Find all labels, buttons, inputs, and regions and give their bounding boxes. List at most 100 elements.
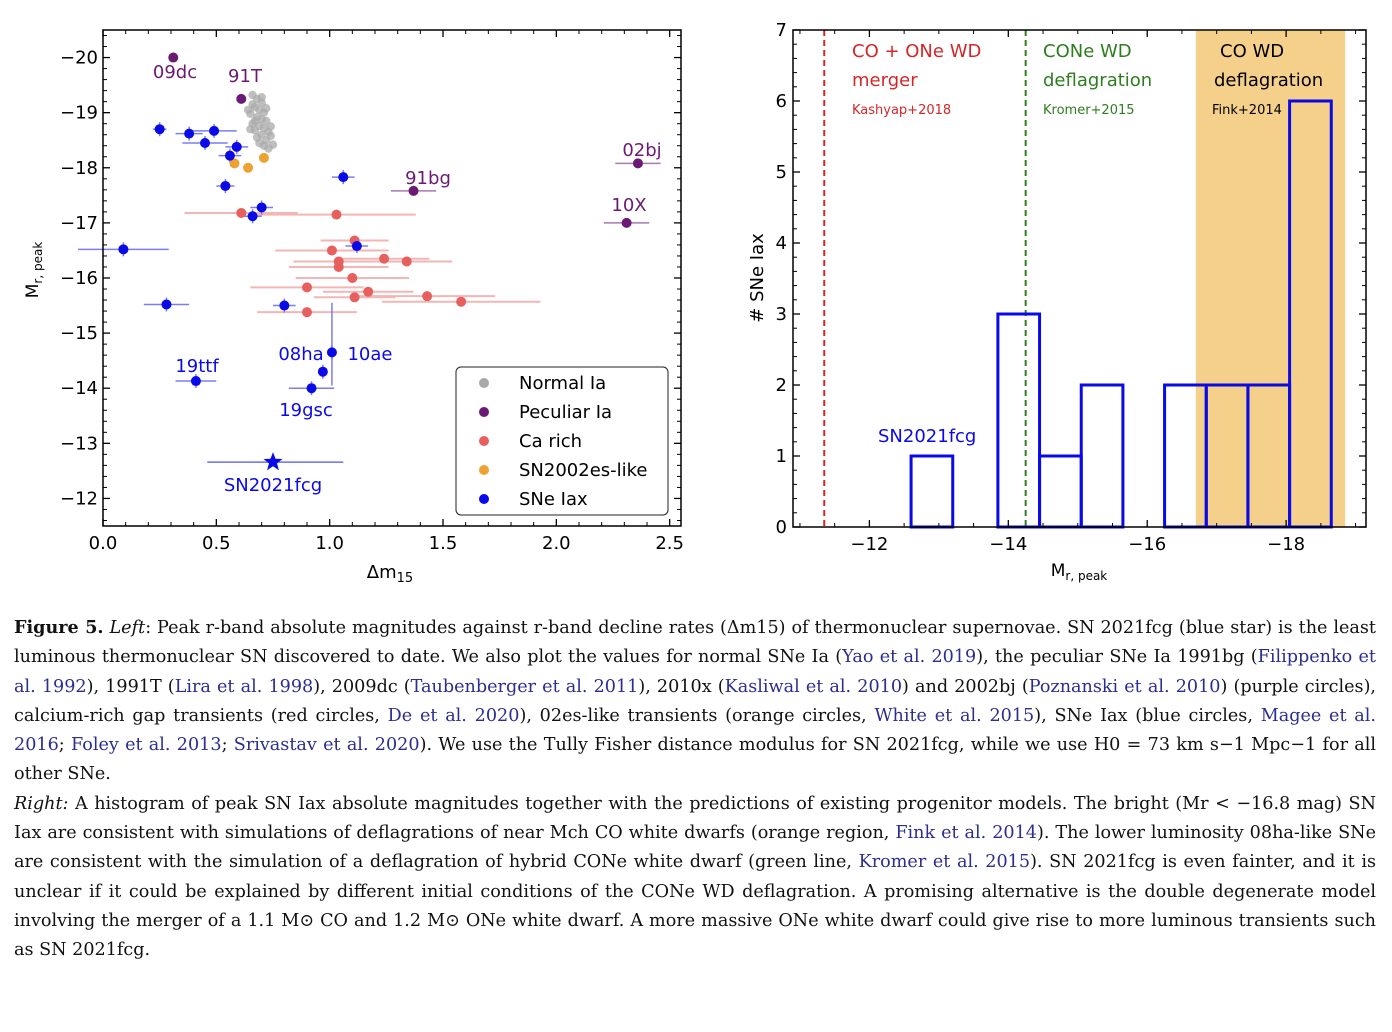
sne-iax-point — [279, 300, 290, 311]
y-tick-label: 1 — [776, 446, 787, 467]
sne-iax-point — [154, 124, 165, 135]
y-tick-label: 2 — [776, 375, 787, 396]
caption-text: ) (purple circles), calcium-rich gap tra… — [14, 676, 1377, 726]
normal-ia-point — [268, 140, 278, 149]
caption-text: ), 2009dc ( — [313, 676, 411, 697]
y-tick-label: −13 — [60, 433, 98, 454]
co-wd-region — [1195, 30, 1346, 527]
cite-magee[interactable]: Magee et al. 2016 — [14, 705, 1377, 756]
cite-srivastav[interactable]: Srivastav et al. 2020 — [233, 735, 420, 756]
label-19ttf: 19ttf — [175, 356, 219, 377]
legend-label: SNe Iax — [519, 489, 588, 510]
x-tick-label: 0.5 — [202, 533, 231, 554]
caption-text: ). SN 2021fcg is even fainter, and it is… — [14, 852, 1376, 961]
x-tick-label: 0.0 — [89, 533, 118, 554]
y-tick-label: −15 — [60, 323, 98, 344]
legend-marker — [479, 378, 489, 388]
normal-ia-point — [243, 105, 253, 115]
ca-rich-point — [333, 261, 344, 272]
cite-kasliwal[interactable]: Kasliwal et al. 2010 — [724, 676, 903, 697]
cone-label-line2: deflagration — [1043, 70, 1152, 91]
right-xlabel: Mr, peak — [1051, 561, 1108, 583]
sne-iax-point — [231, 141, 242, 152]
y-tick-label: 3 — [776, 304, 787, 325]
y-tick-label: −16 — [60, 268, 98, 289]
legend-marker — [479, 407, 489, 417]
left-xlabel: Δm15 — [367, 562, 413, 586]
caption-text: ), 2010x ( — [638, 676, 725, 697]
ca-rich-point — [422, 291, 433, 302]
cone-ref: Kromer+2015 — [1043, 103, 1135, 118]
merger-label-line1: CO + ONe WD — [852, 41, 981, 62]
sn2002es-like-point — [243, 162, 254, 173]
normal-ia-point — [250, 116, 260, 126]
sne-iax-point — [200, 137, 210, 148]
peculiar-ia-point — [168, 52, 179, 63]
x-tick-label: 1.5 — [429, 533, 458, 554]
histogram-bin — [996, 312, 1042, 529]
ca-rich-point — [349, 292, 360, 303]
ca-rich-point — [331, 209, 342, 220]
sne-iax-point — [338, 172, 349, 183]
y-tick-label: 5 — [776, 162, 787, 183]
cite-kromer[interactable]: Kromer et al. 2015 — [858, 852, 1031, 873]
y-tick-label: 7 — [776, 20, 787, 41]
cowd-label-line2: deflagration — [1214, 70, 1323, 91]
sne-iax-point — [256, 202, 267, 213]
y-tick-label: −20 — [60, 48, 98, 69]
caption-text: ), SNe Iax (blue circles, — [1034, 705, 1261, 726]
y-tick-label: −18 — [60, 158, 98, 179]
label-sn2021fcg: SN2021fcg — [224, 475, 322, 496]
histogram-bin — [909, 454, 955, 529]
histogram-bin — [1079, 383, 1125, 529]
cite-foley[interactable]: Foley et al. 2013 — [70, 735, 222, 756]
sn2002es-like-point — [258, 152, 269, 163]
ca-rich-point — [302, 282, 312, 293]
figure-5: 0.0 0.5 1.0 1.5 2.0 2.5−20−19−18−17−16−15−14−… — [23, 20, 1367, 586]
cite-fink[interactable]: Fink et al. 2014 — [895, 823, 1037, 844]
cone-label-line1: CONe WD — [1043, 41, 1132, 62]
cite-poznanski[interactable]: Poznanski et al. 2010 — [1028, 676, 1221, 697]
cite-filippenko[interactable]: Filippenko et al. 1992 — [14, 647, 1377, 697]
y-tick-label: −17 — [60, 213, 98, 234]
figure-number: Figure 5. — [14, 617, 104, 638]
normal-ia-point — [266, 131, 275, 141]
label-19gsc: 19gsc — [279, 400, 333, 421]
caption-text: ; — [58, 735, 71, 756]
x-tick-label: 1.0 — [315, 533, 344, 554]
caption-text: ). The lower luminosity 08ha-like SNe ar… — [14, 823, 1376, 873]
ca-rich-point — [401, 256, 412, 267]
right-ylabel: # SNe Iax — [747, 233, 768, 323]
y-tick-label: −12 — [60, 488, 98, 509]
sn2021fcg-star-point — [263, 452, 283, 471]
figure-caption: Figure 5. Left: Peak r-band absolute mag… — [14, 613, 1376, 966]
ca-rich-point — [347, 273, 358, 283]
cite-taubenberger[interactable]: Taubenberger et al. 2011 — [410, 676, 639, 697]
sne-iax-point — [209, 125, 220, 136]
ca-rich-point — [379, 253, 390, 264]
y-tick-label: 0 — [776, 517, 787, 538]
peculiar-ia-point — [236, 93, 247, 104]
normal-ia-point — [266, 122, 275, 131]
cite-yao[interactable]: Yao et al. 2019 — [842, 647, 977, 668]
left-ylabel: Mr, peak — [23, 242, 45, 299]
ca-rich-point — [363, 286, 374, 297]
sne-iax-point — [224, 150, 235, 161]
peculiar-ia-point — [408, 185, 419, 196]
legend-marker — [479, 436, 489, 446]
left-label: Left — [109, 618, 146, 638]
cite-lira[interactable]: Lira et al. 1998 — [174, 676, 314, 697]
caption-text: ), 02es-like transients (orange circles, — [519, 705, 875, 726]
y-tick-label: −19 — [60, 103, 98, 124]
caption-text: A histogram of peak SN Iax absolute magn… — [14, 793, 1376, 844]
ca-rich-point — [456, 296, 467, 307]
caption-text: ; — [221, 735, 234, 756]
merger-label-line2: merger — [852, 70, 918, 91]
cite-de[interactable]: De et al. 2020 — [387, 705, 520, 726]
peculiar-ia-point — [632, 158, 643, 169]
label-09dc: 09dc — [153, 62, 197, 83]
peculiar-ia-point — [621, 217, 632, 228]
cite-white[interactable]: White et al. 2015 — [874, 705, 1035, 726]
x-tick-label: −12 — [850, 534, 888, 555]
right-plot-frame — [792, 29, 1367, 528]
